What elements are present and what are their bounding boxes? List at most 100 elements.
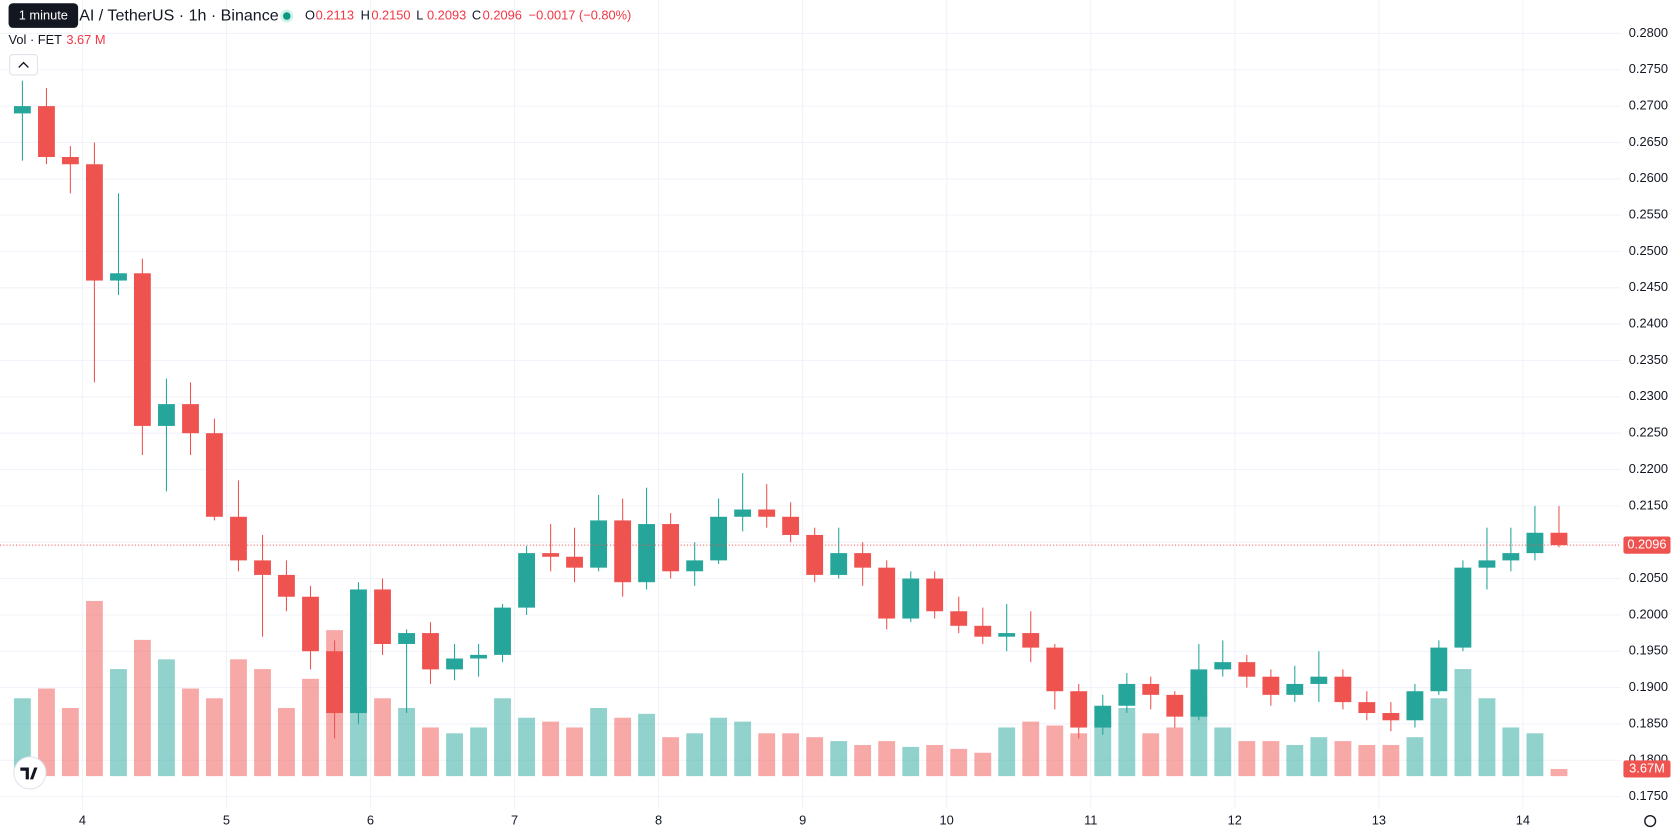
collapse-button[interactable] (9, 54, 38, 76)
y-tick-label: 0.2450 (1629, 279, 1668, 294)
volume-bar (374, 698, 391, 777)
candle-body (61, 156, 79, 165)
volume-bar (1190, 702, 1208, 777)
volume-bar (302, 678, 319, 777)
candle-body (1550, 532, 1568, 546)
volume-bar (254, 669, 271, 777)
ohlc-label: C (472, 7, 481, 22)
candle-body (686, 560, 704, 572)
volume-bar (1454, 669, 1472, 777)
volume-bar (1478, 698, 1496, 777)
candle-body (998, 633, 1016, 637)
y-tick-label: 0.2700 (1629, 98, 1668, 113)
y-tick-label: 0.2750 (1629, 61, 1668, 76)
candle-body (422, 633, 439, 670)
logo[interactable] (13, 756, 47, 790)
volume-bar (61, 707, 79, 777)
volume-bar (1094, 717, 1112, 777)
volume-bar (1022, 721, 1040, 777)
settings-icon[interactable] (1644, 815, 1657, 828)
candle-body (758, 509, 776, 517)
candle-body (1094, 705, 1112, 728)
y-tick-label: 0.2150 (1629, 497, 1668, 512)
candle-body (350, 589, 367, 714)
candle-body (1334, 676, 1352, 703)
volume-bar (1166, 727, 1184, 777)
x-tick-label: 13 (1372, 812, 1386, 827)
tooltip: 1 minute (19, 7, 68, 22)
volume-bar (950, 748, 968, 777)
candle-body (326, 651, 343, 714)
volume-bar (1142, 733, 1160, 777)
y-tick-label: 0.2500 (1629, 243, 1668, 258)
candle-body (494, 607, 511, 655)
volume-bar (278, 707, 295, 777)
candle-body (1430, 647, 1448, 692)
candle-body (38, 106, 55, 157)
volume-bar (1286, 744, 1304, 777)
volume-bar (13, 698, 31, 777)
ohlc-label: L (416, 7, 423, 22)
volume-bar (1118, 707, 1136, 777)
candle-body (1070, 691, 1088, 728)
candle-body (1214, 662, 1232, 670)
candle-body (278, 574, 295, 597)
y-tick-label: 0.2800 (1629, 25, 1668, 40)
candle-body (1526, 532, 1544, 554)
collapse-icon (18, 61, 29, 68)
volume-bar (686, 733, 704, 777)
candle-body (854, 553, 872, 568)
candle-body (830, 553, 848, 575)
y-tick-label: 0.2050 (1629, 570, 1668, 585)
ohlc-value: 0.2113 (316, 7, 354, 22)
x-tick-label: 9 (799, 812, 806, 827)
volume-bar (1382, 744, 1400, 777)
x-tick-label: 5 (223, 812, 230, 827)
volume-bar (734, 721, 752, 777)
candle-body (133, 273, 151, 426)
grid (0, 0, 1622, 809)
candle-body (470, 654, 488, 659)
volume-bar (662, 737, 680, 777)
candle-body (158, 404, 175, 426)
volume-bar (446, 733, 463, 777)
y-tick-label: 0.2300 (1629, 388, 1668, 403)
candle-body (446, 658, 463, 670)
candle-body (1262, 676, 1280, 695)
candle-body (374, 589, 391, 644)
volume-bar (614, 717, 632, 777)
volume-bar (1406, 737, 1424, 777)
candle-body (1142, 683, 1160, 695)
candle-body (86, 164, 103, 281)
axes: 0.2800 0.2750 0.2700 0.2650 0.2600 0.2550 0.25… (0, 25, 1671, 827)
x-tick-label: 6 (367, 812, 374, 827)
volume-bar (998, 727, 1016, 777)
x-tick-label: 14 (1516, 812, 1530, 827)
candle-body (1502, 553, 1520, 561)
candle-body (1190, 669, 1208, 717)
y-tick-label: 0.2550 (1629, 207, 1668, 222)
volume-bar (398, 707, 416, 777)
change: −0.0017 (−0.80%) (529, 7, 632, 22)
candle-body (638, 524, 655, 583)
y-tick-label: 0.2200 (1629, 461, 1668, 476)
tooltip-bg (8, 3, 79, 28)
y-tick-label: 0.1950 (1629, 643, 1668, 658)
y-tick-label: 0.2350 (1629, 352, 1668, 367)
volume-bar (590, 707, 608, 777)
y-tick-label: 0.1900 (1629, 679, 1668, 694)
candle-body (662, 524, 680, 572)
candle-body (542, 553, 560, 557)
volume-bar (133, 639, 151, 777)
legend-header: AI / TetherUS · 1h · Binance −0.0017 (−0… (8, 3, 632, 76)
x-tick-label: 8 (655, 812, 662, 827)
candle-body (1118, 683, 1136, 706)
volume-bar (1214, 727, 1232, 777)
ohlc-value: 0.2096 (483, 7, 522, 22)
volume-bar (86, 600, 103, 777)
candle-body (1406, 691, 1424, 721)
volume-bar (1430, 698, 1448, 777)
volume-bar (470, 727, 488, 777)
candle-body (1358, 702, 1376, 714)
